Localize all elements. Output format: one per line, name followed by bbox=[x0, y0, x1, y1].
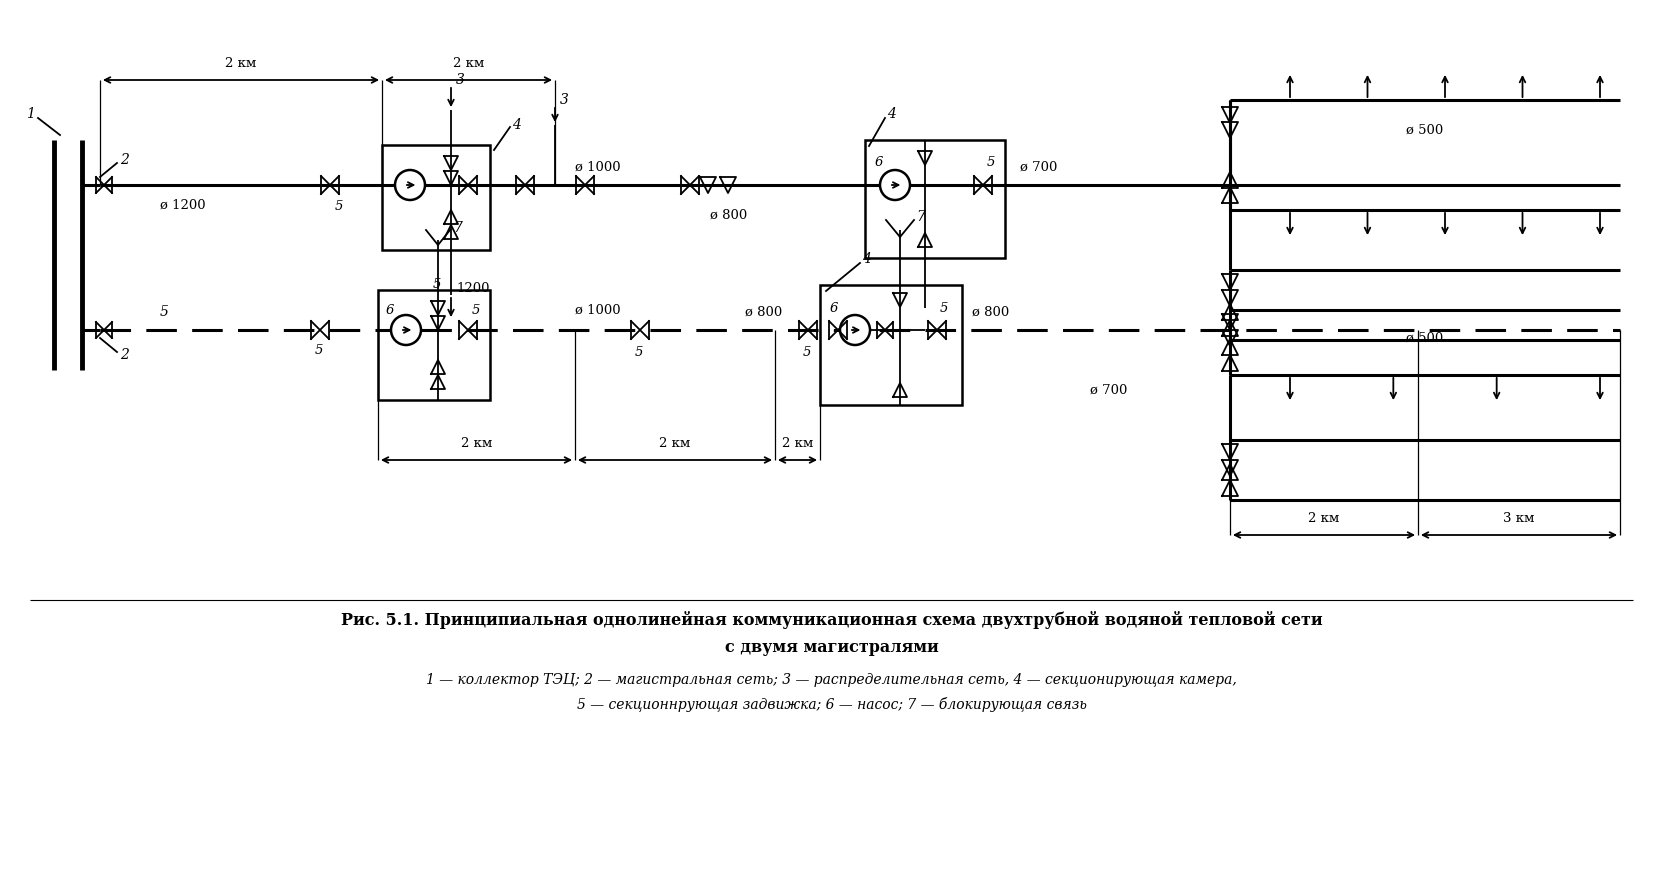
Text: 2: 2 bbox=[120, 348, 128, 362]
Text: 2 км: 2 км bbox=[659, 437, 690, 450]
Bar bbox=[382, 145, 491, 250]
Text: 5: 5 bbox=[160, 305, 170, 319]
Text: ø 500: ø 500 bbox=[1407, 124, 1443, 137]
Text: 5: 5 bbox=[635, 345, 644, 358]
Text: 4: 4 bbox=[861, 252, 871, 266]
Bar bbox=[820, 285, 961, 405]
Text: 6: 6 bbox=[830, 301, 838, 314]
Text: 2 км: 2 км bbox=[452, 57, 484, 70]
Text: 5: 5 bbox=[940, 301, 948, 314]
Text: 4: 4 bbox=[886, 107, 896, 121]
Text: ø 800: ø 800 bbox=[971, 306, 1009, 319]
Text: 3 км: 3 км bbox=[1503, 512, 1535, 525]
Text: 7: 7 bbox=[452, 221, 462, 235]
Text: ø 1000: ø 1000 bbox=[575, 160, 620, 173]
Text: 4: 4 bbox=[512, 118, 521, 132]
Text: 5: 5 bbox=[988, 157, 996, 169]
Text: ø 1000: ø 1000 bbox=[575, 303, 620, 316]
Bar bbox=[378, 290, 491, 400]
Text: 5: 5 bbox=[314, 343, 323, 357]
Circle shape bbox=[391, 315, 421, 345]
Text: 7: 7 bbox=[916, 210, 925, 224]
Text: 2 км: 2 км bbox=[782, 437, 813, 450]
Text: 2 км: 2 км bbox=[461, 437, 492, 450]
Text: 2 км: 2 км bbox=[1309, 512, 1340, 525]
Circle shape bbox=[840, 315, 870, 345]
Text: ø 800: ø 800 bbox=[745, 306, 782, 319]
Text: Рис. 5.1. Принципиальная однолинейная коммуникационная схема двухтрубной водяной: Рис. 5.1. Принципиальная однолинейная ко… bbox=[341, 611, 1322, 629]
Text: 3: 3 bbox=[456, 73, 466, 87]
Text: ø 700: ø 700 bbox=[1019, 160, 1058, 173]
Text: 2: 2 bbox=[120, 153, 128, 167]
Text: ø 500: ø 500 bbox=[1407, 331, 1443, 344]
Text: 5: 5 bbox=[472, 303, 481, 316]
Text: ø 800: ø 800 bbox=[710, 208, 747, 222]
Text: 5: 5 bbox=[334, 201, 343, 214]
Text: 1 — коллектор ТЭЦ; 2 — магистральная сеть; 3 — распределительная сеть, 4 — секци: 1 — коллектор ТЭЦ; 2 — магистральная сет… bbox=[426, 673, 1237, 687]
Text: 5: 5 bbox=[803, 345, 812, 358]
Text: 2 км: 2 км bbox=[226, 57, 256, 70]
Circle shape bbox=[396, 170, 426, 200]
Text: 5: 5 bbox=[432, 279, 441, 292]
Text: ø 1200: ø 1200 bbox=[160, 199, 206, 211]
Text: 6: 6 bbox=[875, 157, 883, 169]
Text: 1: 1 bbox=[25, 107, 35, 121]
Text: 5 — секционнрующая задвижка; 6 — насос; 7 — блокирующая связь: 5 — секционнрующая задвижка; 6 — насос; … bbox=[577, 697, 1086, 712]
Text: 1200: 1200 bbox=[456, 281, 489, 294]
Circle shape bbox=[880, 170, 910, 200]
Text: ø 700: ø 700 bbox=[1089, 384, 1128, 397]
Text: 6: 6 bbox=[386, 303, 394, 316]
Bar bbox=[865, 140, 1004, 258]
Text: 3: 3 bbox=[560, 93, 569, 107]
Text: с двумя магистралями: с двумя магистралями bbox=[725, 639, 938, 656]
